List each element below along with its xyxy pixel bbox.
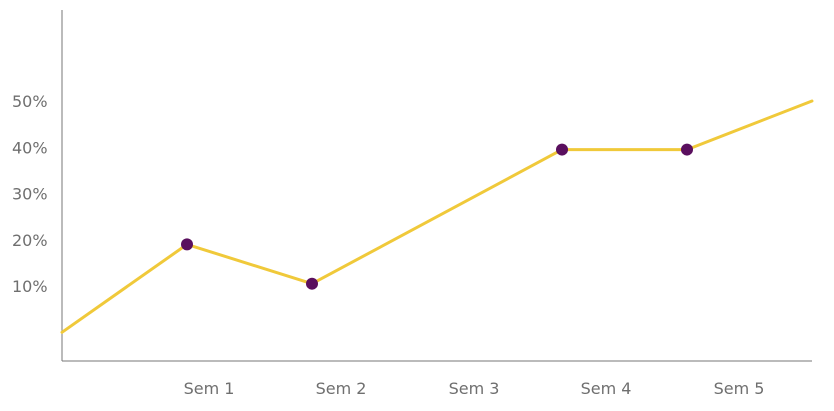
data-point	[306, 277, 318, 290]
series-group	[60, 99, 814, 334]
x-tick-label: Sem 4	[581, 379, 632, 398]
data-point	[181, 238, 193, 251]
y-tick-label: 20%	[12, 231, 48, 250]
y-tick-label: 50%	[12, 92, 48, 111]
series-line	[60, 99, 814, 334]
x-tick-label: Sem 5	[714, 379, 765, 398]
data-point	[556, 143, 568, 156]
x-tick-labels: Sem 1 Sem 2 Sem 3 Sem 4 Sem 5	[184, 379, 765, 398]
y-tick-label: 10%	[12, 277, 48, 296]
y-tick-label: 30%	[12, 185, 48, 204]
markers-group	[181, 143, 693, 290]
x-tick-label: Sem 1	[184, 379, 235, 398]
y-tick-label: 40%	[12, 138, 48, 157]
data-point	[681, 143, 693, 156]
x-tick-label: Sem 2	[316, 379, 367, 398]
chart-axes	[61, 10, 812, 362]
y-tick-labels: 10% 20% 30% 40% 50%	[12, 92, 48, 296]
x-tick-label: Sem 3	[449, 379, 500, 398]
